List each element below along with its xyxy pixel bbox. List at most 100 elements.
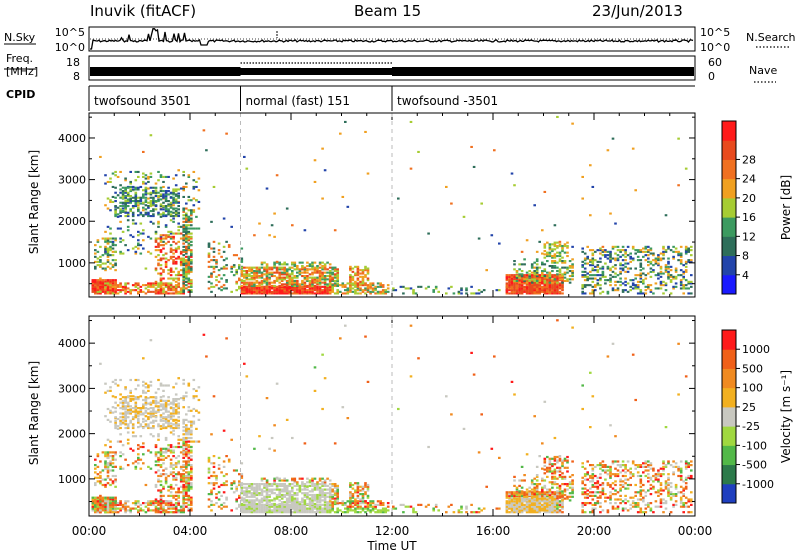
- velocity-cell: [321, 499, 324, 502]
- power-cell: [187, 279, 191, 282]
- power-cell: [182, 185, 185, 188]
- velocity-cell: [275, 484, 279, 487]
- power-cell: [556, 289, 559, 292]
- power-cell: [240, 290, 244, 293]
- freq-panel-frame: [88, 55, 696, 81]
- power-cell: [515, 285, 519, 288]
- power-cell: [328, 276, 332, 279]
- power-cell: [647, 285, 650, 288]
- power-cell: [591, 254, 595, 257]
- velocity-cell: [513, 509, 516, 512]
- velocity-cell: [328, 488, 332, 491]
- velocity-cell: [318, 486, 322, 489]
- power-cell: [149, 201, 153, 204]
- power-cell: [273, 261, 276, 264]
- velocity-cell: [273, 507, 276, 510]
- power-cell: [190, 240, 193, 243]
- power-cell: [157, 220, 160, 223]
- power-cell: [134, 193, 138, 196]
- power-cell: [596, 260, 600, 263]
- power-cell: [169, 292, 173, 295]
- power-cell: [589, 260, 592, 263]
- power-cell: [674, 270, 678, 273]
- velocity-cell: [142, 453, 145, 456]
- velocity-cell: [296, 481, 299, 484]
- velocity-cell: [361, 498, 365, 501]
- power-cell: [190, 254, 193, 257]
- power-cell: [581, 292, 584, 295]
- power-cell: [190, 232, 193, 235]
- power-cell: [553, 224, 557, 227]
- velocity-cell: [159, 399, 163, 402]
- power-cell: [167, 285, 170, 288]
- power-cell: [149, 215, 153, 218]
- velocity-cell: [508, 498, 511, 501]
- power-cell: [647, 287, 650, 290]
- colorbar-segment: [722, 255, 736, 276]
- power-cell: [351, 287, 355, 290]
- power-cell: [177, 222, 180, 225]
- velocity-cell: [185, 445, 188, 449]
- power-cell: [212, 259, 216, 262]
- velocity-cell: [265, 479, 269, 482]
- velocity-cell: [177, 419, 180, 422]
- velocity-cell: [106, 451, 110, 454]
- power-cell: [169, 274, 173, 277]
- power-cell: [541, 289, 544, 292]
- velocity-cell: [336, 490, 339, 493]
- power-cell: [513, 184, 516, 187]
- power-cell: [510, 292, 514, 295]
- power-cell: [677, 252, 680, 255]
- velocity-cell: [288, 509, 292, 512]
- power-cell: [182, 259, 185, 262]
- velocity-cell: [240, 507, 244, 510]
- velocity-cell: [174, 412, 178, 415]
- velocity-cell: [182, 397, 185, 400]
- power-cell: [243, 289, 246, 292]
- power-cell: [96, 292, 100, 295]
- power-cell: [167, 259, 170, 262]
- power-cell: [190, 212, 193, 215]
- velocity-cell: [190, 474, 193, 478]
- velocity-cell: [285, 479, 289, 482]
- colorbar-tick-label: 24: [742, 173, 756, 186]
- velocity-cell: [172, 464, 175, 467]
- velocity-cell: [235, 507, 238, 510]
- power-cell: [546, 292, 549, 295]
- velocity-cell: [174, 473, 178, 476]
- velocity-cell: [96, 502, 100, 505]
- freq-tick-low: 8: [73, 70, 80, 83]
- velocity-cell: [131, 398, 135, 401]
- power-cell: [137, 208, 140, 211]
- velocity-cell: [301, 509, 304, 512]
- power-cell: [245, 270, 249, 273]
- power-cell: [185, 259, 188, 262]
- velocity-cell: [187, 409, 191, 412]
- power-cell: [679, 282, 683, 285]
- velocity-cell: [111, 498, 115, 501]
- power-cell: [508, 287, 511, 290]
- velocity-cell: [154, 460, 158, 463]
- velocity-cell: [303, 488, 307, 491]
- velocity-cell: [131, 462, 135, 465]
- velocity-cell: [255, 509, 259, 512]
- power-cell: [553, 292, 557, 295]
- power-cell: [470, 285, 473, 288]
- power-cell: [639, 272, 643, 275]
- power-cell: [119, 289, 122, 292]
- power-cell: [109, 285, 112, 288]
- power-cell: [154, 239, 158, 242]
- velocity-cell: [280, 501, 284, 504]
- velocity-cell: [364, 493, 367, 496]
- power-cell: [185, 182, 188, 185]
- power-cell: [349, 290, 352, 293]
- velocity-cell: [434, 503, 438, 506]
- velocity-cell: [94, 511, 97, 514]
- power-cell: [556, 277, 559, 280]
- velocity-cell: [222, 474, 226, 478]
- nave-tick-high: 60: [708, 56, 722, 69]
- power-cell: [260, 292, 264, 295]
- velocity-cell: [144, 505, 148, 508]
- power-cell: [137, 234, 140, 237]
- power-cell: [356, 292, 360, 295]
